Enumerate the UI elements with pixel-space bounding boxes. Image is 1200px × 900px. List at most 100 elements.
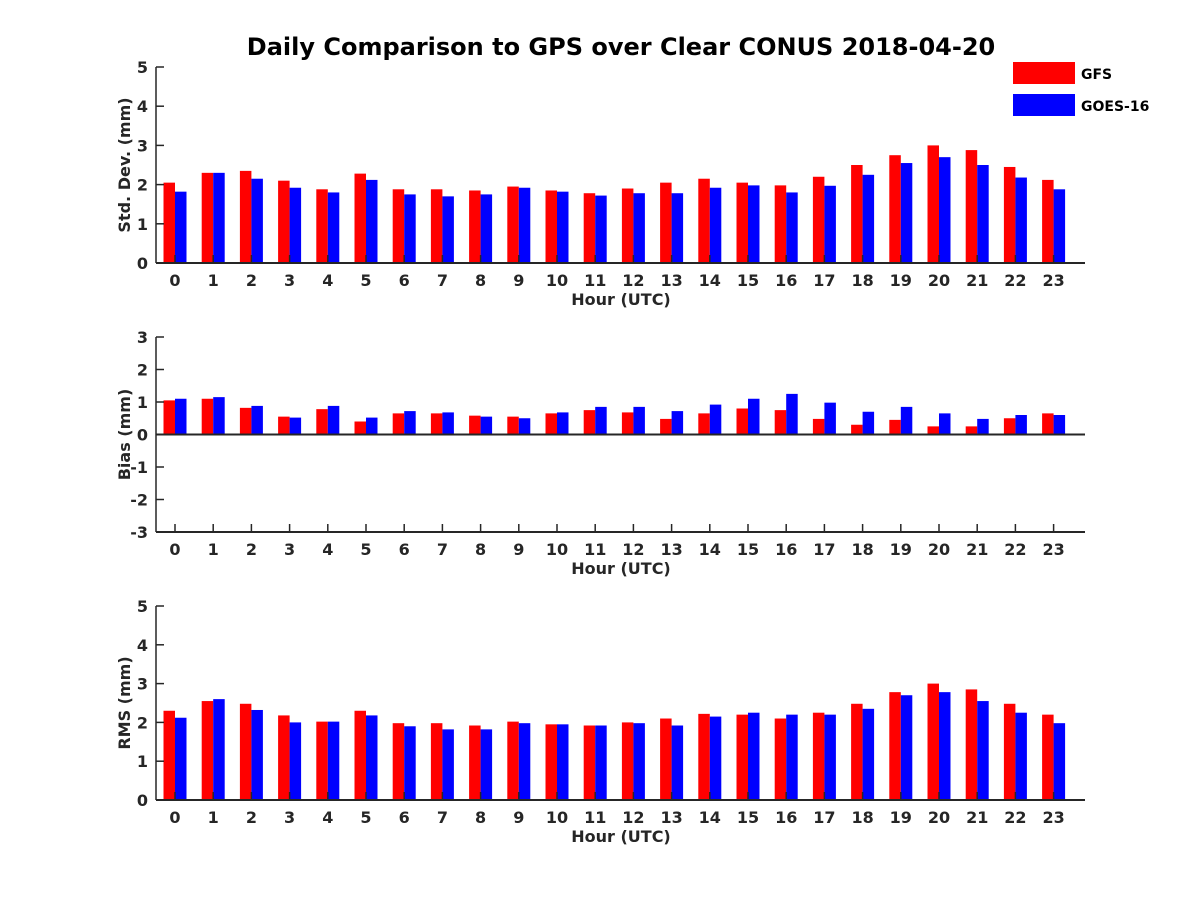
std-dev-xtick-label: 2 (246, 271, 257, 290)
std-dev-xtick-label: 6 (399, 271, 410, 290)
std-dev-xtick-label: 14 (699, 271, 721, 290)
bias-xtick-label: 1 (208, 540, 219, 559)
bias-ytick-label: 3 (137, 328, 148, 347)
rms-bar-gfs-16 (774, 718, 787, 800)
bias-bar-goes16-10 (557, 412, 569, 435)
rms-xtick-label: 17 (813, 808, 835, 827)
rms-xtick-label: 4 (322, 808, 333, 827)
rms-xtick-label: 20 (928, 808, 950, 827)
bias-bar-gfs-2 (239, 407, 252, 435)
rms-bar-gfs-18 (851, 703, 863, 800)
rms-bar-gfs-6 (392, 723, 405, 800)
bias-bar-gfs-19 (889, 419, 901, 435)
bias-xtick-label: 16 (775, 540, 797, 559)
std-dev-bar-goes16-14 (709, 187, 722, 263)
rms-xtick-label: 3 (284, 808, 295, 827)
rms-bar-goes16-2 (251, 709, 263, 800)
rms-xlabel: Hour (UTC) (571, 827, 671, 846)
legend-label-goes16: GOES-16 (1081, 99, 1149, 115)
std-dev-xlabel: Hour (UTC) (571, 290, 671, 309)
rms-xtick-label: 15 (737, 808, 759, 827)
bias-bar-gfs-5 (354, 421, 366, 435)
std-dev-xtick-label: 10 (546, 271, 568, 290)
rms-bar-gfs-15 (736, 714, 748, 800)
rms-xtick-label: 9 (513, 808, 524, 827)
bias-ytick-label: 2 (137, 361, 148, 380)
std-dev-bar-gfs-8 (469, 190, 481, 263)
bias-bar-gfs-0 (163, 400, 175, 435)
rms-bar-goes16-4 (327, 721, 340, 800)
std-dev-bar-gfs-9 (507, 186, 519, 263)
rms-ytick-label: 5 (137, 597, 148, 616)
rms-xtick-label: 10 (546, 808, 568, 827)
rms-bar-goes16-10 (557, 724, 569, 800)
bias-bar-gfs-18 (851, 424, 863, 435)
std-dev-bar-gfs-11 (583, 193, 596, 263)
std-dev-ytick-label: 0 (137, 254, 148, 273)
std-dev-bar-gfs-13 (660, 182, 672, 263)
std-dev-bar-gfs-6 (392, 189, 405, 263)
bias-xtick-label: 0 (169, 540, 180, 559)
chart-title: Daily Comparison to GPS over Clear CONUS… (247, 33, 995, 61)
bias-xtick-label: 4 (322, 540, 333, 559)
rms-bar-goes16-18 (862, 708, 875, 800)
rms-xtick-label: 13 (660, 808, 682, 827)
rms-ytick-label: 2 (137, 713, 148, 732)
std-dev-bar-goes16-3 (289, 187, 302, 263)
std-dev-bar-goes16-17 (824, 185, 836, 263)
bias-xtick-label: 11 (584, 540, 606, 559)
bias-xtick-label: 10 (546, 540, 568, 559)
std-dev-bar-gfs-14 (698, 178, 710, 263)
std-dev-bar-goes16-20 (939, 157, 951, 263)
std-dev-xtick-label: 13 (660, 271, 682, 290)
std-dev-bar-gfs-7 (430, 189, 443, 263)
bias-bar-gfs-12 (621, 412, 634, 435)
legend-swatch-goes16 (1013, 94, 1075, 116)
rms-bar-goes16-21 (977, 701, 989, 800)
std-dev-bar-gfs-4 (316, 189, 328, 263)
rms-bar-goes16-16 (786, 714, 798, 800)
bias-bar-gfs-21 (965, 426, 978, 435)
std-dev-ylabel: Std. Dev. (mm) (115, 97, 134, 232)
std-dev-xtick-label: 12 (622, 271, 644, 290)
bias-bar-goes16-5 (366, 417, 378, 435)
bias-xtick-label: 17 (813, 540, 835, 559)
bias-bar-gfs-11 (583, 410, 596, 435)
bias-bar-gfs-7 (430, 413, 443, 435)
bias-xtick-label: 18 (851, 540, 873, 559)
bias-xtick-label: 8 (475, 540, 486, 559)
std-dev-bar-goes16-12 (633, 193, 645, 263)
std-dev-xtick-label: 20 (928, 271, 950, 290)
std-dev-bar-goes16-18 (862, 174, 875, 263)
bias-bar-gfs-23 (1042, 413, 1054, 435)
std-dev-xtick-label: 21 (966, 271, 988, 290)
bias-bar-gfs-22 (1003, 418, 1016, 435)
std-dev-bar-goes16-13 (671, 193, 684, 263)
bias-xtick-label: 5 (360, 540, 371, 559)
rms-bar-gfs-7 (430, 723, 443, 800)
std-dev-xtick-label: 9 (513, 271, 524, 290)
bias-bar-goes16-20 (939, 413, 951, 435)
std-dev-bar-goes16-4 (327, 192, 340, 263)
rms-xtick-label: 12 (622, 808, 644, 827)
bias-bar-goes16-23 (1053, 415, 1066, 435)
std-dev-ytick-label: 4 (137, 97, 148, 116)
std-dev-bar-gfs-2 (239, 170, 252, 263)
std-dev-bar-goes16-11 (595, 195, 607, 263)
bias-xtick-label: 9 (513, 540, 524, 559)
rms-bar-gfs-22 (1003, 703, 1016, 800)
std-dev-bar-gfs-12 (621, 188, 634, 263)
rms-bar-goes16-6 (404, 726, 416, 800)
rms-bar-gfs-8 (469, 725, 481, 800)
bias-bar-goes16-4 (327, 405, 340, 435)
rms-bar-goes16-12 (633, 723, 645, 800)
bias-bar-goes16-1 (213, 397, 225, 435)
std-dev-xtick-label: 8 (475, 271, 486, 290)
bias-bar-gfs-16 (774, 410, 787, 435)
std-dev-bar-gfs-3 (278, 180, 290, 263)
bias-ytick-label: -3 (130, 523, 148, 542)
bias-bar-goes16-15 (748, 398, 760, 435)
bias-bar-goes16-17 (824, 402, 836, 435)
